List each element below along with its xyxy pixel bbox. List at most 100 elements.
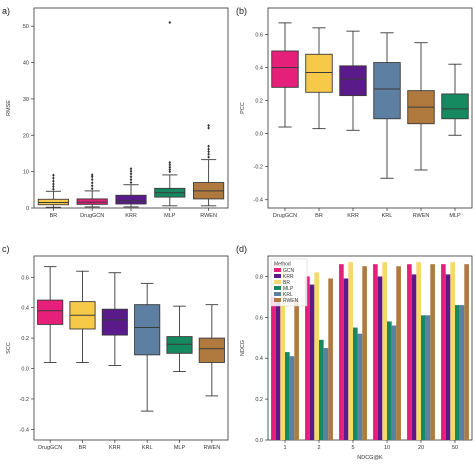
legend-swatch-mlp: [274, 286, 281, 290]
outlier-point: [90, 181, 94, 185]
x-tick-label: RWEN: [413, 213, 430, 219]
plot-frame: [267, 255, 473, 441]
y-axis-label: RMSE: [6, 100, 12, 116]
bar-rwen: [396, 266, 401, 440]
bar-rwen: [464, 264, 469, 440]
bar-gcn: [305, 276, 310, 440]
iqr-box: [339, 65, 367, 97]
legend-label-rwen: RWEN: [283, 298, 299, 304]
outlier-point: [168, 170, 172, 174]
legend-label-gcn: GCN: [283, 268, 295, 274]
outlier-point: [129, 175, 133, 179]
bar-br: [280, 266, 285, 440]
bar-krr: [411, 274, 417, 440]
bar-rwen: [430, 264, 435, 440]
iqr-box: [37, 299, 64, 325]
box-mlp: [154, 20, 186, 207]
outlier-point: [52, 182, 55, 186]
y-tick-label: 10: [23, 170, 29, 176]
panel-a-label: a): [2, 6, 10, 16]
plot-frame: [267, 7, 473, 209]
outlier-point: [168, 20, 172, 25]
x-tick-label: RWEN: [200, 213, 217, 219]
y-tick-label: 0.6: [255, 32, 263, 38]
bar-krl: [425, 315, 431, 440]
outlier-point: [129, 178, 133, 182]
legend-swatch-br: [274, 280, 281, 284]
y-tick-label: 0.0: [255, 438, 263, 444]
iqr-box: [134, 304, 161, 356]
iqr-box: [37, 198, 69, 206]
x-tick-label: 1: [283, 445, 286, 451]
outlier-point: [52, 179, 55, 183]
chart-d-ndcg-barchart: 0.0 0.2 0.4 0.6 0.8 NDCG 1 2 5 10 20 50 NDCG@K Method…: [240, 255, 473, 461]
bar-krl: [323, 348, 329, 440]
legend-label-mlp: MLP: [283, 286, 294, 292]
bar-gcn: [373, 264, 378, 440]
outlier-point: [52, 176, 55, 180]
y-tick-label: 0.6: [255, 315, 263, 321]
panel-d-label: (d): [236, 244, 247, 254]
y-tick-label: 0.4: [255, 66, 263, 72]
outlier-point: [168, 163, 172, 167]
panel-b: (b) -0.4 -0.2 0.0 0.2 0.4 0.6 PCC DrugGCN BR KRR K…: [236, 6, 473, 219]
chart-b-pcc-boxplot: -0.4 -0.2 0.0 0.2 0.4 0.6 PCC DrugGCN BR KRR KRL RW…: [240, 7, 473, 219]
x-tick-label: DrugGCN: [273, 213, 297, 219]
box-druggcn: [76, 173, 108, 208]
bar-br: [382, 262, 387, 440]
legend-label-krl: KRL: [283, 292, 293, 298]
bar-krr: [309, 284, 315, 440]
y-tick-label: -0.4: [20, 427, 29, 433]
y-tick-label: 0.4: [21, 306, 29, 312]
x-tick-label: 10: [384, 445, 390, 451]
y-tick-label: 0.2: [21, 336, 29, 342]
bar-br: [348, 262, 353, 440]
box-mlp: [441, 63, 469, 136]
y-tick-label: -0.4: [254, 198, 263, 204]
outlier-point: [90, 175, 94, 179]
panel-a: a) 0 10 20 30 40 50 RMSE BR DrugGCN KRR MLP RWEN: [2, 6, 229, 219]
y-tick-label: -0.2: [254, 165, 263, 171]
outlier-point: [129, 167, 133, 171]
x-tick-label: KRR: [347, 213, 359, 219]
y-tick-label: 0.8: [255, 274, 263, 280]
outlier-point: [129, 169, 133, 173]
outlier-point: [207, 155, 210, 159]
x-tick-label: RWEN: [203, 445, 220, 451]
outlier-point: [129, 172, 133, 176]
y-tick-label: -0.2: [20, 397, 29, 403]
box-rwen: [198, 304, 225, 397]
x-tick-label: 50: [452, 445, 458, 451]
bar-gcn: [339, 264, 344, 440]
iqr-box: [441, 93, 469, 120]
iqr-box: [76, 198, 108, 205]
outlier-point: [207, 147, 210, 151]
x-tick-label: MLP: [164, 213, 176, 219]
x-axis-label: NDCG@K: [357, 455, 383, 461]
outlier-point: [90, 184, 94, 188]
box-mlp: [166, 305, 193, 373]
y-tick-label: 0.6: [21, 275, 29, 281]
box-krl: [373, 32, 401, 179]
box-krr: [115, 167, 147, 208]
legend-swatch-rwen: [274, 298, 281, 302]
box-br: [305, 27, 333, 130]
bar-krr: [275, 300, 281, 440]
bar-krl: [357, 333, 363, 440]
legend-swatch-krl: [274, 292, 281, 296]
x-tick-label: BR: [50, 213, 58, 219]
y-tick-label: 0.2: [255, 99, 263, 105]
x-tick-label: MLP: [174, 445, 186, 451]
iqr-box: [115, 194, 147, 205]
bar-mlp: [285, 352, 290, 440]
y-tick-label: 0.0: [21, 367, 29, 373]
bar-mlp: [319, 339, 324, 440]
iqr-box: [166, 336, 193, 354]
iqr-box: [271, 50, 299, 88]
y-tick-label: 0.2: [255, 397, 263, 403]
y-tick-label: 0.0: [255, 132, 263, 138]
x-tick-label: KRL: [382, 213, 393, 219]
box-br: [37, 173, 69, 208]
bar-mlp: [353, 327, 358, 440]
x-tick-label: 2: [317, 445, 320, 451]
